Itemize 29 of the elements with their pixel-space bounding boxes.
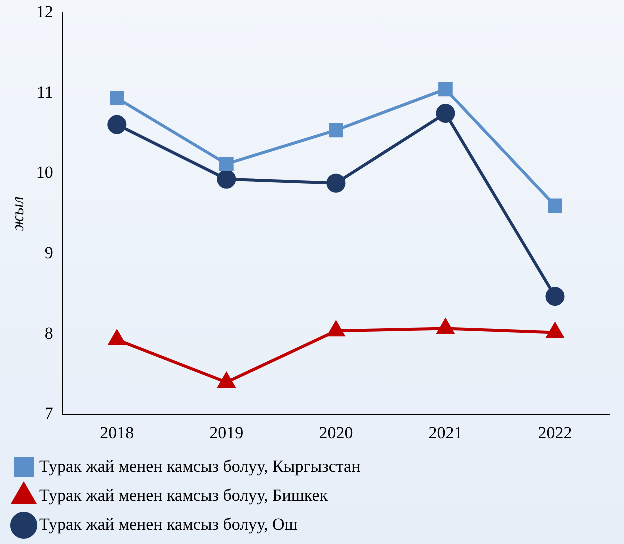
point (326, 174, 346, 193)
point (217, 170, 236, 189)
point (438, 82, 453, 97)
x-tick-label: 2020 (319, 423, 354, 442)
point (436, 104, 456, 124)
point (546, 323, 564, 338)
legend-label: Турак жай менен камсыз болуу, Ош (40, 514, 298, 534)
legend-label: Турак жай менен камсыз болуу, Кыргызстан (40, 456, 361, 476)
point (108, 115, 127, 134)
point (220, 156, 234, 172)
y-axis-title: жыл (8, 196, 28, 232)
y-tick-label: 8 (44, 324, 54, 343)
legend-label: Турак жай менен камсыз болуу, Бишкек (40, 486, 329, 505)
x-tick-label: 2018 (100, 423, 134, 442)
y-tick-label: 10 (36, 163, 54, 182)
point (437, 319, 454, 334)
x-tick-label: 2019 (210, 423, 244, 442)
x-tick-label: 2021 (428, 423, 463, 442)
point (110, 91, 124, 106)
y-tick-label: 12 (36, 2, 54, 22)
point (548, 198, 562, 214)
y-tick-label: 11 (37, 82, 54, 102)
y-tick-label: 7 (44, 404, 54, 424)
point (328, 322, 345, 337)
point (218, 372, 236, 388)
point (108, 330, 126, 346)
y-tick-label: 9 (44, 244, 54, 263)
point (329, 123, 344, 138)
x-tick-label: 2022 (538, 423, 572, 442)
